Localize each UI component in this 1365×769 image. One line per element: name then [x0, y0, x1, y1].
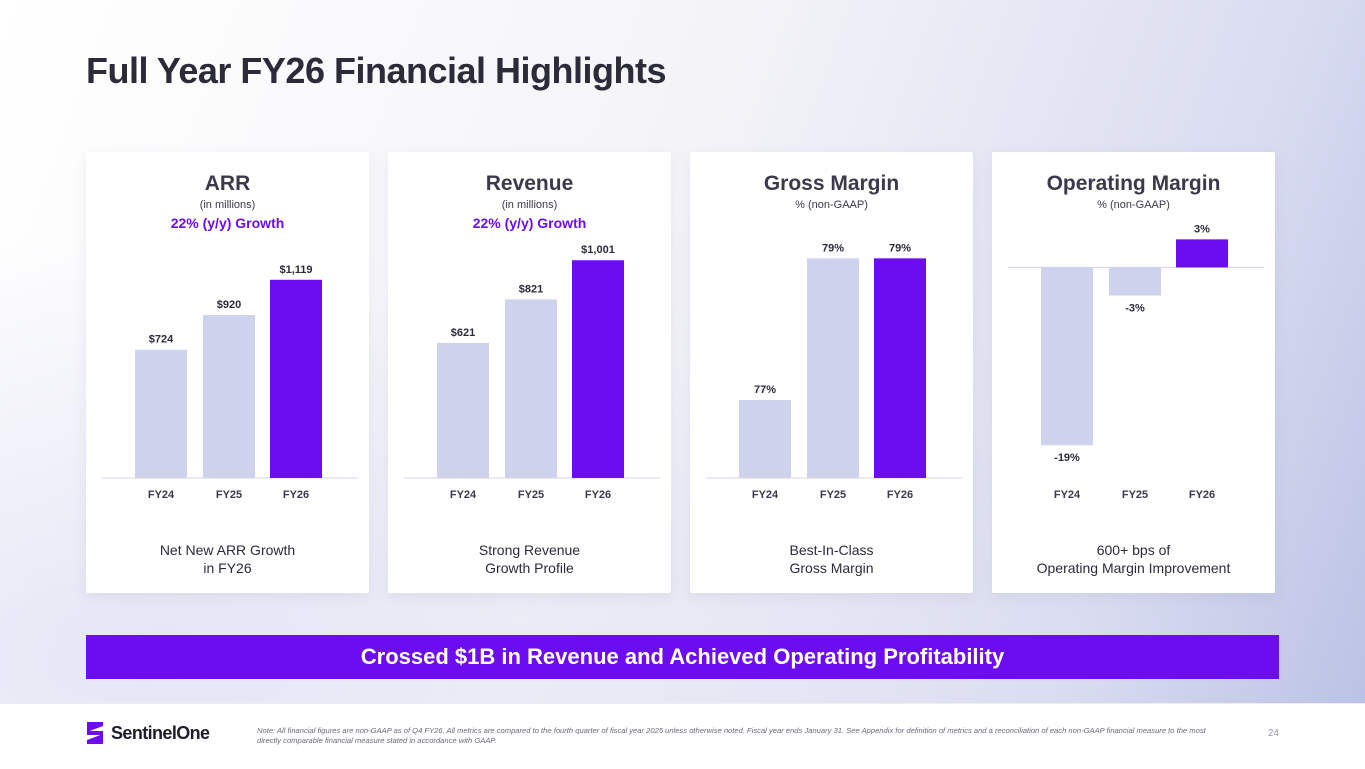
data-label: 77% [754, 384, 776, 396]
data-label: $621 [451, 327, 475, 339]
data-label: -19% [1054, 452, 1080, 464]
page-number: 24 [1267, 728, 1279, 739]
caption-line-1: Strong Revenue [478, 542, 581, 558]
x-tick-label: FY25 [518, 489, 544, 501]
data-label: $920 [217, 299, 241, 311]
caption-line-1: 600+ bps of [1096, 542, 1171, 558]
card-caption: Strong Revenue Growth Profile [388, 541, 671, 577]
gross-margin-chart: 77% FY24 79% FY25 79% FY26 [706, 242, 962, 501]
card-title: Revenue [485, 172, 574, 195]
bar-fy24 [437, 342, 489, 478]
bar-fy26 [572, 260, 624, 478]
growth-label: 22% (y/y) Growth [170, 215, 285, 231]
revenue-card: Revenue (in millions) 22% (y/y) Growth $… [388, 152, 671, 593]
card-caption: Best-In-Class Gross Margin [690, 541, 973, 577]
data-label: $821 [519, 283, 543, 295]
bar-fy25 [1109, 267, 1161, 296]
revenue-chart: $621 FY24 $821 FY25 $1,001 FY26 [404, 244, 660, 501]
caption-line-2: Growth Profile [485, 560, 574, 576]
caption-line-1: Best-In-Class [789, 542, 874, 558]
caption-line-1: Net New ARR Growth [159, 542, 296, 558]
data-label: $1,119 [279, 264, 312, 276]
operating-margin-card: Operating Margin % (non-GAAP) -19% FY24 -3… [992, 152, 1275, 593]
x-tick-label: FY24 [450, 489, 477, 501]
arr-card: ARR (in millions) 22% (y/y) Growth $724 F… [86, 152, 369, 593]
card-title: Operating Margin [1046, 172, 1221, 195]
x-tick-label: FY25 [1122, 489, 1148, 501]
caption-line-2: Gross Margin [789, 560, 874, 576]
caption-line-2: in FY26 [203, 560, 252, 576]
x-tick-label: FY26 [283, 489, 309, 501]
x-tick-label: FY26 [585, 489, 611, 501]
card-caption: Net New ARR Growth in FY26 [86, 541, 369, 577]
card-caption: 600+ bps of Operating Margin Improvement [992, 541, 1275, 577]
bar-fy25 [203, 315, 255, 478]
card-subtitle: (in millions) [199, 199, 256, 211]
growth-label: 22% (y/y) Growth [472, 215, 587, 231]
bar-fy26 [1176, 239, 1228, 268]
logo-text: SentinelOne [111, 723, 210, 743]
bar-fy24 [1041, 267, 1093, 446]
data-label: 79% [889, 242, 911, 254]
card-subtitle: % (non-GAAP) [795, 199, 868, 211]
bar-fy25 [505, 299, 557, 478]
arr-chart: $724 FY24 $920 FY25 $1,119 FY26 [102, 264, 358, 501]
data-label: 3% [1194, 223, 1210, 235]
gross-margin-card: Gross Margin % (non-GAAP) 77% FY24 79% FY25… [690, 152, 973, 593]
card-subtitle: % (non-GAAP) [1097, 199, 1170, 211]
card-subtitle: (in millions) [501, 199, 558, 211]
x-tick-label: FY26 [887, 489, 913, 501]
x-tick-label: FY25 [820, 489, 846, 501]
operating-margin-chart: -19% FY24 -3% FY25 3% FY26 [1008, 223, 1264, 501]
x-tick-label: FY24 [752, 489, 779, 501]
data-label: $724 [149, 334, 174, 346]
bar-fy26 [874, 258, 926, 478]
x-tick-label: FY24 [1054, 489, 1081, 501]
card-title: ARR [204, 172, 251, 195]
footnote: Note: All financial figures are non-GAAP… [257, 726, 1206, 745]
bar-fy26 [270, 279, 322, 478]
card-title: Gross Margin [763, 172, 900, 195]
data-label: $1,001 [581, 244, 615, 256]
bar-fy24 [135, 349, 187, 478]
bar-fy25 [807, 258, 859, 478]
data-label: 79% [822, 242, 844, 254]
sentinelone-logo-icon [87, 722, 103, 744]
caption-line-2: Operating Margin Improvement [1036, 560, 1231, 576]
x-tick-label: FY24 [148, 489, 175, 501]
footer: SentinelOne Note: All financial figures … [0, 703, 1365, 769]
highlight-banner: Crossed $1B in Revenue and Achieved Oper… [86, 635, 1279, 679]
x-tick-label: FY25 [216, 489, 242, 501]
data-label: -3% [1125, 303, 1145, 315]
page-title: Full Year FY26 Financial Highlights [86, 50, 666, 91]
bar-fy24 [739, 400, 791, 478]
x-tick-label: FY26 [1189, 489, 1215, 501]
